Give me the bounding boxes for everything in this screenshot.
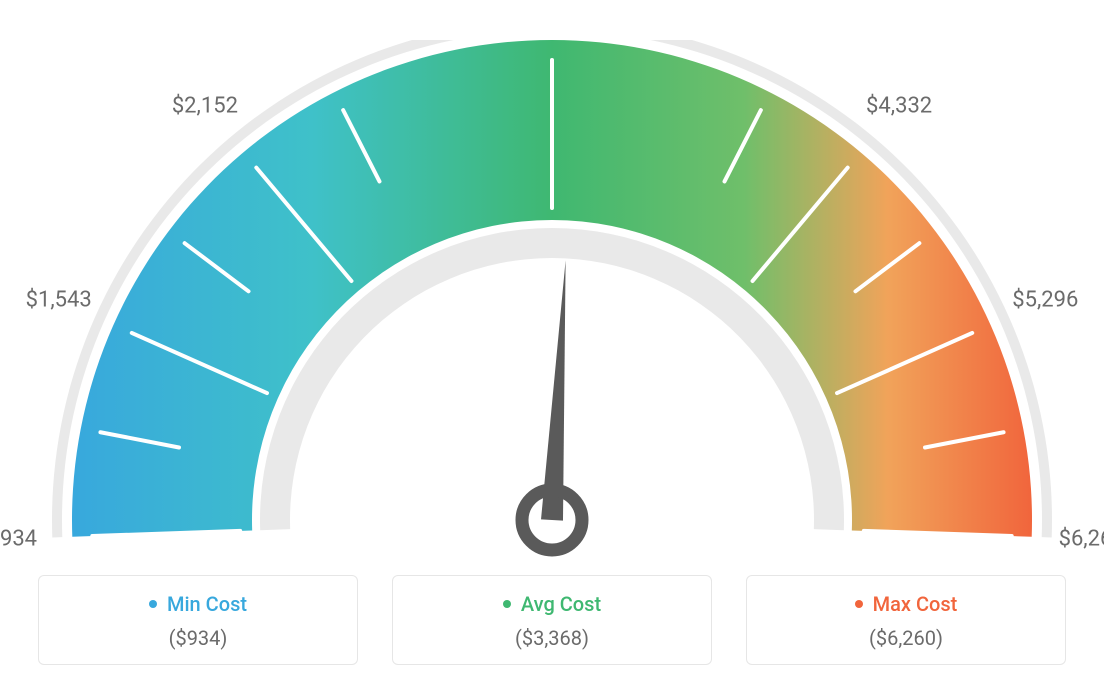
cost-gauge: $934$1,543$2,152$3,368$4,332$5,296$6,260 [0,0,1104,560]
legend-title-text: Max Cost [873,592,958,616]
legend-card-avg: Avg Cost ($3,368) [392,575,712,665]
legend-row: Min Cost ($934) Avg Cost ($3,368) Max Co… [0,575,1104,665]
legend-value-max: ($6,260) [747,626,1065,650]
gauge-tick-label: $1,543 [26,288,92,313]
dot-icon [855,600,863,608]
legend-value-min: ($934) [39,626,357,650]
gauge-tick-label: $6,260 [1059,526,1104,551]
legend-title-text: Min Cost [167,592,247,616]
legend-value-avg: ($3,368) [393,626,711,650]
legend-title-max: Max Cost [747,592,1065,616]
gauge-tick-label: $934 [0,526,37,551]
legend-card-min: Min Cost ($934) [38,575,358,665]
gauge-svg [0,40,1104,600]
dot-icon [149,600,157,608]
legend-title-avg: Avg Cost [393,592,711,616]
legend-card-max: Max Cost ($6,260) [746,575,1066,665]
dot-icon [503,600,511,608]
gauge-tick-label: $2,152 [172,94,238,119]
gauge-tick-label: $4,332 [866,94,932,119]
gauge-tick-label: $5,296 [1012,288,1078,313]
legend-title-text: Avg Cost [521,592,601,616]
legend-title-min: Min Cost [39,592,357,616]
